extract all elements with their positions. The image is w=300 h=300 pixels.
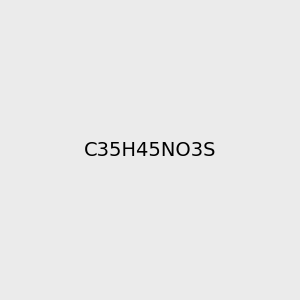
Text: C35H45NO3S: C35H45NO3S bbox=[84, 140, 216, 160]
